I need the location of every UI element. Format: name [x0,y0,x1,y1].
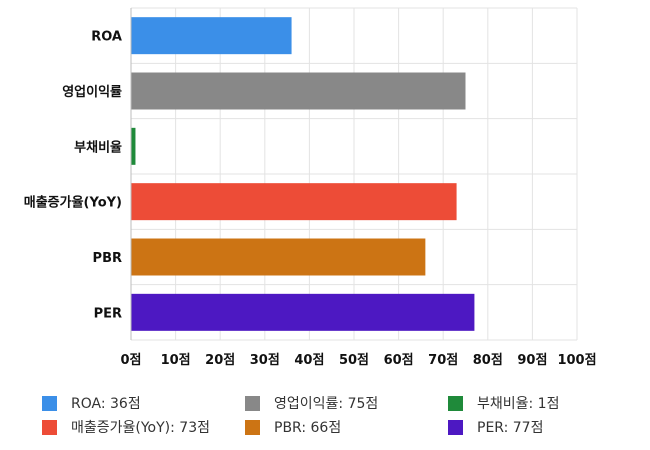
legend: ROA: 36점 영업이익률: 75점 부채비율: 1점 매출증가율(YoY):… [0,388,650,448]
legend-swatch-sales-growth [42,419,57,435]
bar-1 [131,72,466,110]
x-tick-label-4: 40점 [294,353,324,368]
legend-label-per: PER: 77점 [477,420,544,436]
x-tick-label-7: 70점 [428,353,458,368]
legend-label-roa: ROA: 36점 [71,396,141,412]
x-tick-label-5: 50점 [339,353,369,368]
legend-item-pbr[interactable]: PBR: 66점 [245,416,341,438]
x-tick-label-6: 60점 [384,353,414,368]
x-tick-label-3: 30점 [250,353,280,368]
legend-swatch-roa [42,395,57,411]
legend-item-per[interactable]: PER: 77점 [448,416,543,438]
legend-item-debt-ratio[interactable]: 부채비율: 1점 [448,392,559,414]
bar-0 [131,17,292,55]
x-tick-label-2: 20점 [205,353,235,368]
legend-swatch-pbr [245,419,260,435]
legend-swatch-operating-margin [245,395,260,411]
x-tick-label-0: 0점 [120,353,141,368]
legend-swatch-debt-ratio [448,395,463,411]
legend-item-sales-growth[interactable]: 매출증가율(YoY): 73점 [42,416,210,438]
category-label-0: ROA [91,30,122,45]
category-label-4: PBR [93,251,122,266]
category-label-5: PER [94,306,122,321]
category-label-3: 매출증가율(YoY) [24,195,122,211]
legend-label-debt-ratio: 부채비율: 1점 [477,396,560,412]
legend-item-roa[interactable]: ROA: 36점 [42,392,141,414]
legend-item-operating-margin[interactable]: 영업이익률: 75점 [245,392,378,414]
category-label-2: 부채비율 [74,139,122,155]
x-tick-label-10: 100점 [557,353,596,368]
category-label-1: 영업이익률 [62,84,122,100]
bar-2 [131,127,136,165]
bar-3 [131,183,457,221]
legend-label-pbr: PBR: 66점 [274,420,342,436]
x-tick-label-1: 10점 [161,353,191,368]
x-tick-label-8: 80점 [473,353,503,368]
bar-5 [131,293,475,331]
legend-label-operating-margin: 영업이익률: 75점 [274,396,379,412]
bar-4 [131,238,426,276]
x-tick-label-9: 90점 [517,353,547,368]
legend-label-sales-growth: 매출증가율(YoY): 73점 [71,420,210,436]
legend-swatch-per [448,419,463,435]
